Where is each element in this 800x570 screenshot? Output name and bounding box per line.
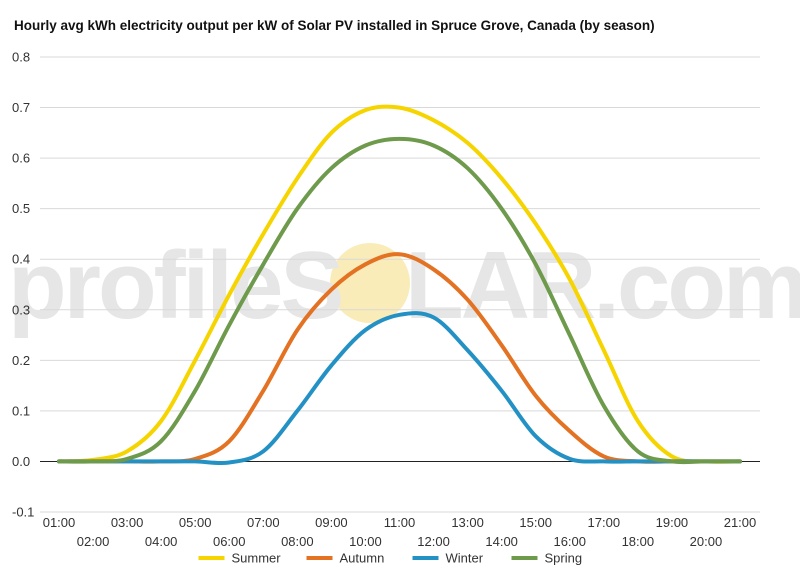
- x-tick-label: 06:00: [213, 534, 246, 549]
- watermark-text-right: LAR.com: [405, 232, 800, 339]
- y-axis: -0.1 0.0 0.1 0.2 0.3 0.4 0.5 0.6 0.7 0.8: [12, 50, 34, 520]
- x-tick-label: 18:00: [622, 534, 655, 549]
- x-tick-label: 17:00: [588, 515, 621, 530]
- y-tick-label: 0.3: [12, 302, 30, 317]
- x-tick-label: 02:00: [77, 534, 110, 549]
- y-tick-label: 0.2: [12, 353, 30, 368]
- x-tick-label: 04:00: [145, 534, 178, 549]
- legend-label-summer: Summer: [232, 551, 282, 566]
- y-tick-label: 0.0: [12, 454, 30, 469]
- x-tick-label: 08:00: [281, 534, 314, 549]
- y-tick-label: 0.6: [12, 151, 30, 166]
- x-tick-label: 01:00: [43, 515, 76, 530]
- watermark-sun-icon: [330, 243, 410, 323]
- legend: Summer Autumn Winter Spring: [198, 551, 583, 566]
- x-tick-label: 16:00: [553, 534, 586, 549]
- x-tick-label: 09:00: [315, 515, 348, 530]
- series-lines: [57, 104, 742, 466]
- series-line-winter: [57, 311, 742, 466]
- x-tick-label: 12:00: [417, 534, 450, 549]
- y-tick-label: 0.7: [12, 100, 30, 115]
- legend-label-autumn: Autumn: [340, 551, 385, 566]
- x-axis: 01:0002:0003:0004:0005:0006:0007:0008:00…: [43, 515, 757, 549]
- legend-label-winter: Winter: [446, 551, 484, 566]
- y-tick-label: 0.8: [12, 50, 30, 65]
- watermark-text-left: profileS: [8, 232, 341, 339]
- x-tick-label: 14:00: [485, 534, 518, 549]
- x-tick-label: 15:00: [519, 515, 552, 530]
- y-tick-label: 0.1: [12, 403, 30, 418]
- x-tick-label: 07:00: [247, 515, 280, 530]
- x-tick-label: 05:00: [179, 515, 212, 530]
- watermark: profileS LAR.com: [8, 232, 800, 339]
- legend-label-spring: Spring: [545, 551, 583, 566]
- y-tick-label: 0.4: [12, 252, 30, 267]
- y-tick-label: -0.1: [12, 505, 34, 520]
- x-tick-label: 19:00: [656, 515, 689, 530]
- y-tick-label: 0.5: [12, 201, 30, 216]
- x-tick-label: 20:00: [690, 534, 723, 549]
- series-line-summer: [57, 104, 742, 464]
- x-tick-label: 11:00: [384, 515, 416, 530]
- x-tick-label: 10:00: [349, 534, 382, 549]
- x-tick-label: 21:00: [724, 515, 757, 530]
- chart-title: Hourly avg kWh electricity output per kW…: [14, 18, 655, 33]
- x-tick-label: 03:00: [111, 515, 144, 530]
- x-tick-label: 13:00: [451, 515, 484, 530]
- series-line-spring: [57, 136, 742, 465]
